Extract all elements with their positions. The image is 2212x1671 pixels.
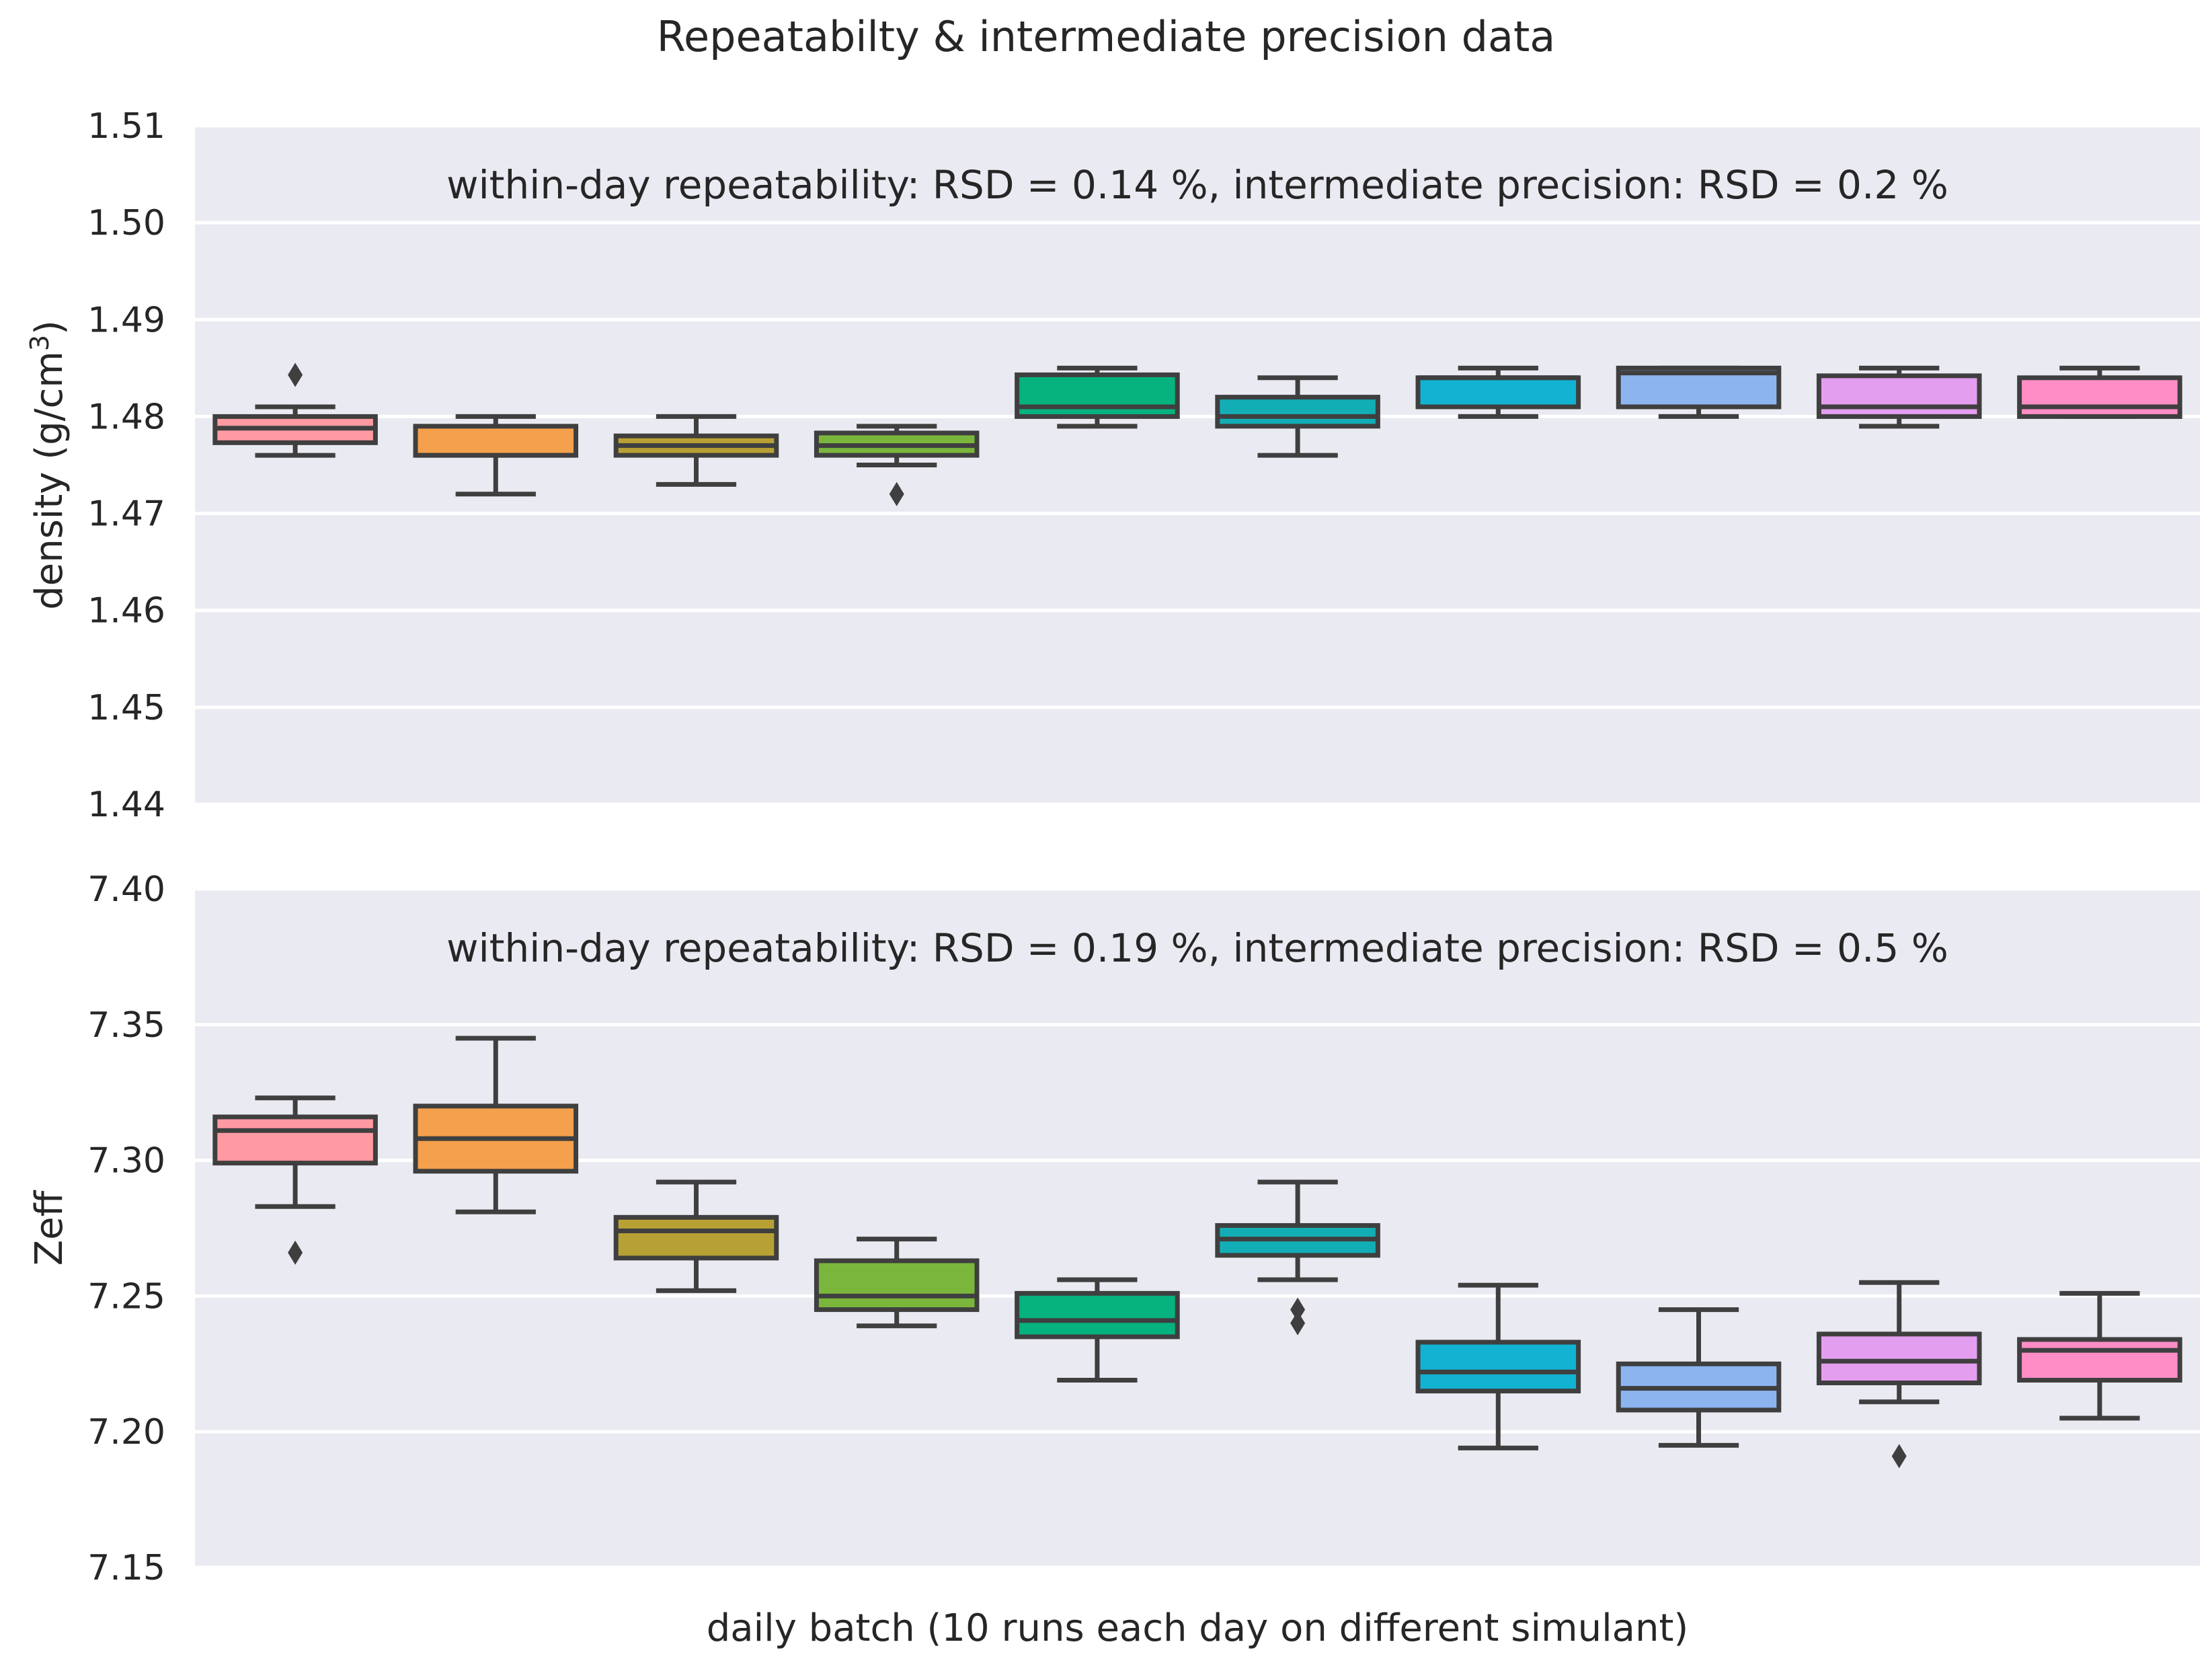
- y-tick-label: 1.45: [87, 688, 165, 728]
- y-tick-label: 1.47: [87, 494, 165, 535]
- outlier-marker: [288, 1240, 303, 1265]
- box-7: [1415, 1282, 1581, 1450]
- outlier-marker: [889, 481, 904, 506]
- box-body: [212, 1114, 378, 1166]
- outlier-marker: [1290, 1311, 1306, 1335]
- box-5: [1015, 1277, 1180, 1383]
- plot-background: [195, 889, 2200, 1567]
- box-1: [212, 1095, 378, 1265]
- y-axis-label-superscript: 3: [25, 335, 54, 351]
- plot-background: [195, 126, 2200, 804]
- y-tick-label: 7.20: [87, 1412, 165, 1452]
- box-3: [613, 414, 779, 487]
- y-tick-label: 1.49: [87, 300, 165, 340]
- y-tick-label: 7.40: [87, 869, 165, 910]
- y-tick-label: 7.30: [87, 1141, 165, 1181]
- panel-annotation: within-day repeatability: RSD = 0.19 %, …: [446, 925, 1948, 971]
- box-2: [413, 414, 579, 497]
- box-2: [413, 1036, 579, 1214]
- box-3: [613, 1179, 779, 1293]
- box-8: [1616, 365, 1782, 419]
- y-axis-label-text: density (g/cm: [28, 351, 71, 610]
- box-7: [1415, 365, 1581, 419]
- box-body: [2017, 1337, 2182, 1383]
- box-body: [1015, 372, 1180, 419]
- box-1: [212, 362, 378, 458]
- outlier-marker: [1891, 1444, 1907, 1469]
- y-tick-label: 1.51: [87, 106, 165, 147]
- box-body: [1415, 1339, 1581, 1394]
- y-tick-label: 1.50: [87, 203, 165, 243]
- y-axis-label-text: Zeff: [28, 1190, 71, 1266]
- box-6: [1215, 375, 1380, 458]
- outlier-marker: [1290, 1297, 1306, 1322]
- box-9: [1816, 1280, 1982, 1469]
- y-axis-label-end: ): [28, 320, 71, 335]
- figure-title: Repeatabilty & intermediate precision da…: [657, 12, 1556, 61]
- y-axis-label: density (g/cm3): [25, 320, 71, 610]
- y-tick-label: 7.35: [87, 1005, 165, 1046]
- x-axis-label: daily batch (10 runs each day on differe…: [707, 1606, 1689, 1650]
- y-tick-label: 1.48: [87, 397, 165, 437]
- box-body: [613, 1214, 779, 1261]
- box-body: [1215, 395, 1380, 429]
- box-body: [1415, 375, 1581, 410]
- panel-annotation: within-day repeatability: RSD = 0.14 %, …: [446, 162, 1948, 208]
- box-4: [814, 424, 980, 506]
- box-body: [1015, 1290, 1180, 1339]
- y-tick-label: 7.25: [87, 1276, 165, 1317]
- panels: 1.44 1.45 1.46 1.47 1.48 1.49 1.50 1.51 density …: [25, 106, 2200, 1588]
- box-4: [814, 1237, 980, 1329]
- box-body: [1816, 373, 1982, 419]
- y-axis-label: Zeff: [28, 1190, 71, 1266]
- box-body: [1816, 1331, 1982, 1386]
- box-9: [1816, 365, 1982, 429]
- panel-2: 7.15 7.20 7.25 7.30 7.35 7.40 Zeff within-day r…: [28, 869, 2200, 1588]
- outlier-marker: [288, 362, 303, 387]
- box-10: [2017, 365, 2182, 419]
- box-5: [1015, 365, 1180, 429]
- y-tick-label: 7.15: [87, 1548, 165, 1588]
- y-tick-label: 1.46: [87, 591, 165, 631]
- box-body: [814, 1258, 980, 1313]
- box-10: [2017, 1290, 2182, 1421]
- box-body: [413, 424, 579, 458]
- panel-1: 1.44 1.45 1.46 1.47 1.48 1.49 1.50 1.51 density …: [25, 106, 2200, 825]
- box-body: [2017, 375, 2182, 419]
- box-6: [1215, 1179, 1380, 1335]
- box-8: [1616, 1307, 1782, 1448]
- y-tick-label: 1.44: [87, 785, 165, 825]
